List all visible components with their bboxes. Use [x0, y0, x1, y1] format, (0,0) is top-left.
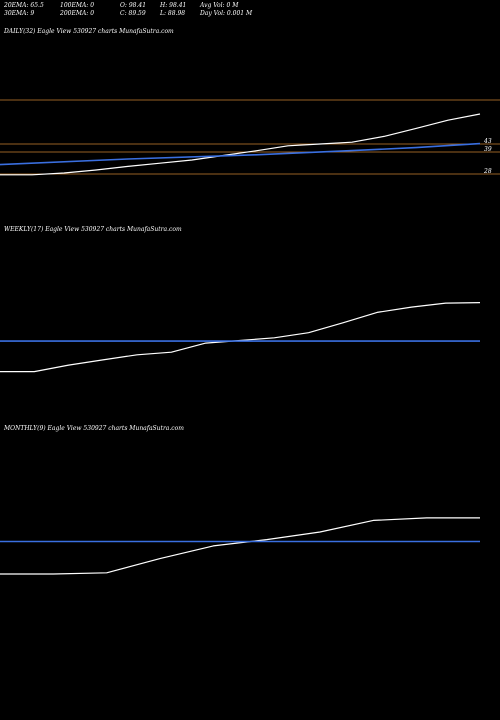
close-stat: C: 89.59	[120, 10, 146, 17]
daily-panel-label: DAILY(32) Eagle View 530927 charts Munaf…	[4, 28, 174, 35]
open-stat: O: 98.41	[120, 2, 147, 9]
high-stat: H: 98.41	[160, 2, 187, 9]
daily-ema-line	[0, 142, 481, 166]
ema30-stat: 30EMA: 9	[4, 10, 35, 17]
daily-level-label-1: 43	[483, 138, 492, 145]
ema200-stat: 200EMA: 0	[60, 10, 95, 17]
monthly-panel-label: MONTHLY(9) Eagle View 530927 charts Muna…	[4, 425, 184, 432]
daily-level-label-2: 39	[484, 146, 492, 153]
daily-price-line	[0, 113, 481, 176]
weekly-price-line	[0, 302, 481, 373]
weekly-panel-label: WEEKLY(17) Eagle View 530927 charts Muna…	[4, 226, 182, 233]
monthly-price-line	[0, 517, 480, 575]
avg-vol-stat: Avg Vol: 0 M	[200, 2, 239, 9]
low-stat: L: 88.98	[160, 10, 186, 17]
day-vol-stat: Day Vol: 0.001 M	[200, 10, 253, 17]
daily-level-label-3: 28	[483, 168, 492, 175]
ema20-stat: 20EMA: 65.5	[4, 2, 44, 9]
ema100-stat: 100EMA: 0	[60, 2, 95, 9]
